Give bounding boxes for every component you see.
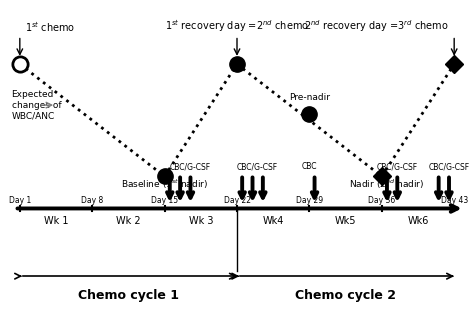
Text: Day 1: Day 1 [9, 196, 31, 205]
Text: Nadir ($2^{nd}$ nadir): Nadir ($2^{nd}$ nadir) [349, 177, 425, 191]
Text: Wk4: Wk4 [263, 216, 284, 226]
Text: $1^{st}$ recovery day =$2^{nd}$ chemo: $1^{st}$ recovery day =$2^{nd}$ chemo [165, 18, 309, 34]
Text: Chemo cycle 2: Chemo cycle 2 [295, 289, 396, 302]
Text: $1^{st}$ chemo: $1^{st}$ chemo [25, 20, 75, 34]
Text: Pre-nadir: Pre-nadir [289, 92, 330, 101]
Text: CBC: CBC [301, 162, 317, 171]
Text: Day 8: Day 8 [81, 196, 103, 205]
Text: $2^{nd}$ recovery day =$3^{rd}$ chemo: $2^{nd}$ recovery day =$3^{rd}$ chemo [304, 18, 449, 34]
Text: Wk 2: Wk 2 [116, 216, 141, 226]
Text: CBC/G-CSF: CBC/G-CSF [170, 162, 211, 171]
Text: Chemo cycle 1: Chemo cycle 1 [78, 289, 179, 302]
Text: Day 36: Day 36 [368, 196, 395, 205]
Text: CBC/G-CSF: CBC/G-CSF [428, 162, 469, 171]
Text: CBC/G-CSF: CBC/G-CSF [237, 162, 278, 171]
Text: Wk6: Wk6 [407, 216, 428, 226]
Text: Day 43: Day 43 [440, 196, 468, 205]
Text: Day 15: Day 15 [151, 196, 178, 205]
Text: CBC/G-CSF: CBC/G-CSF [377, 162, 418, 171]
Text: Wk 1: Wk 1 [44, 216, 68, 226]
Text: Wk 3: Wk 3 [189, 216, 213, 226]
Text: Day 29: Day 29 [296, 196, 323, 205]
Text: Baseline ($1^{st}$ nadir): Baseline ($1^{st}$ nadir) [121, 177, 208, 191]
Text: Day 22: Day 22 [224, 196, 250, 205]
Text: Expected
changes of
WBC/ANC: Expected changes of WBC/ANC [11, 90, 61, 120]
Text: Wk5: Wk5 [335, 216, 356, 226]
